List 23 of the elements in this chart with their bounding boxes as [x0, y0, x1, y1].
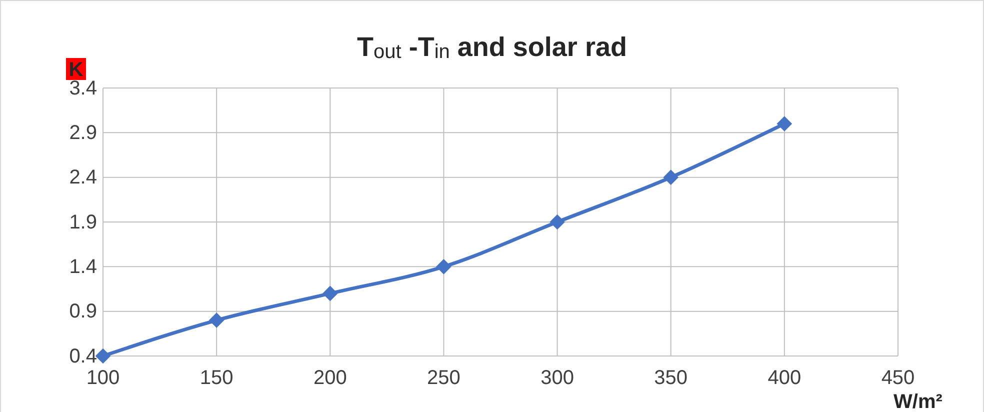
x-tick-label: 300 [540, 367, 574, 390]
chart-title: T$_{out}$ -T$_{in}$ and solar rad [357, 32, 627, 63]
point [436, 258, 452, 274]
point [208, 312, 224, 328]
point [663, 170, 679, 186]
point [550, 214, 565, 230]
y-tick-label: 1.4 [69, 256, 97, 278]
x-axis-title: W/m² [894, 391, 943, 412]
x-tick-label: 400 [768, 367, 802, 390]
x-tick-label: 200 [313, 367, 347, 390]
point [95, 348, 111, 364]
x-tick-label: 250 [427, 367, 460, 390]
x-tick-label: 350 [654, 367, 688, 390]
point [776, 116, 792, 132]
y-tick-label: 0.4 [69, 345, 97, 368]
point [322, 286, 338, 302]
y-tick-label: 1.9 [69, 211, 97, 234]
y-tick-label: 2.4 [69, 166, 97, 189]
y-tick-label: 0.9 [69, 300, 97, 323]
x-tick-label: 150 [200, 367, 234, 390]
x-tick-label: 450 [881, 367, 915, 390]
y-tick-label: 2.9 [69, 122, 97, 144]
x-tick-label: 100 [86, 367, 120, 390]
